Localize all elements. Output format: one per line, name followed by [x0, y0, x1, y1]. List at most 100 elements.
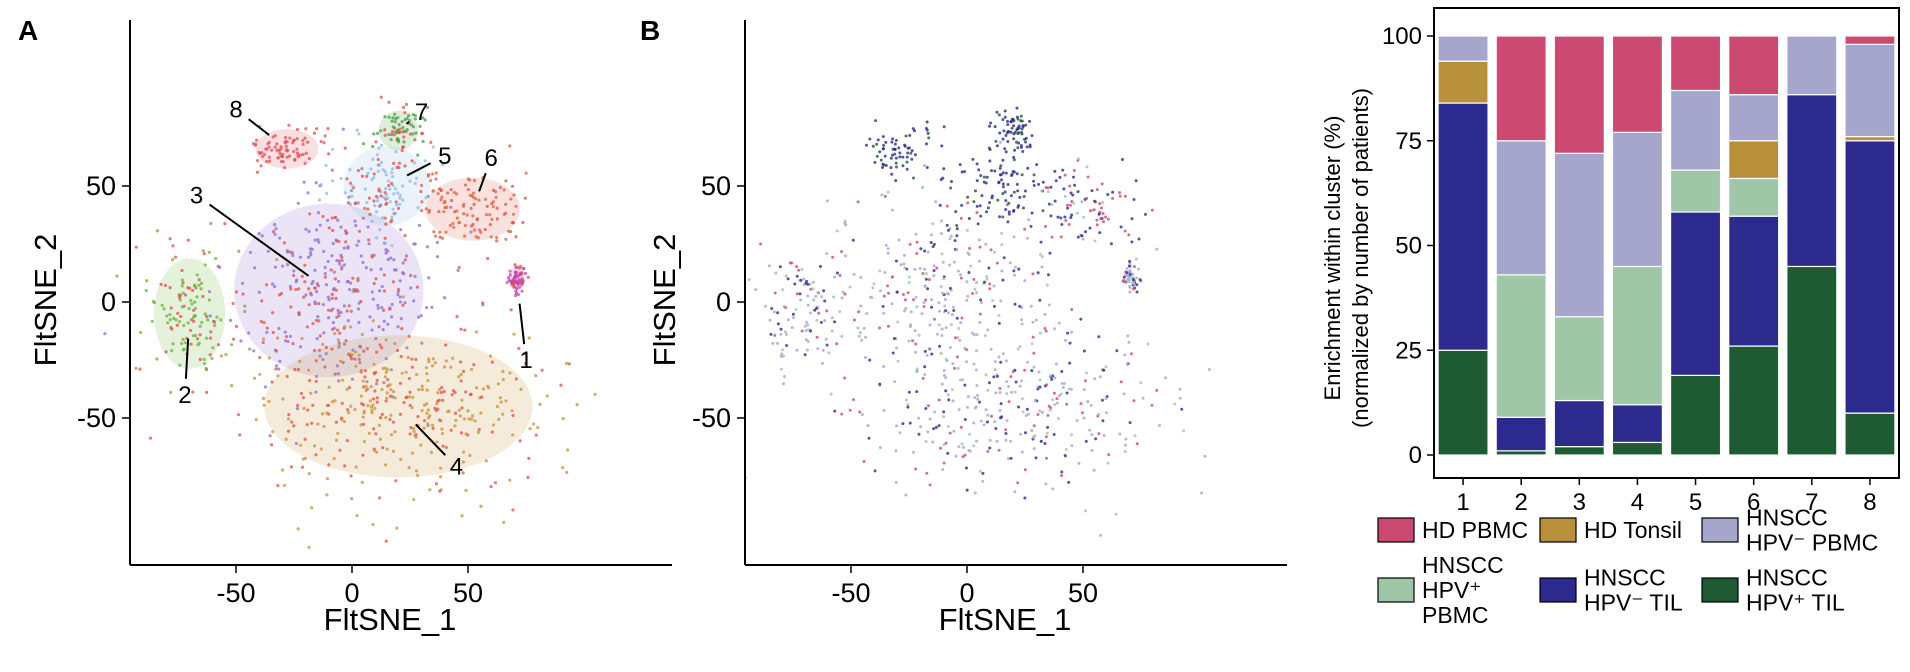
- cell-point: [986, 413, 990, 417]
- cell-point: [1122, 392, 1126, 396]
- cell-point: [286, 339, 290, 344]
- cell-point: [928, 483, 932, 487]
- cell-point: [1085, 165, 1089, 169]
- cell-point: [1033, 398, 1037, 402]
- cell-point: [1055, 401, 1059, 405]
- cell-point: [337, 343, 341, 347]
- cell-point: [891, 351, 895, 355]
- cell-point: [302, 180, 306, 184]
- cell-point: [429, 140, 433, 144]
- cell-point: [438, 235, 442, 239]
- cell-point: [366, 404, 370, 408]
- cell-point: [205, 314, 209, 319]
- cell-point: [898, 151, 902, 155]
- cell-point: [212, 320, 217, 324]
- cell-point: [341, 360, 345, 365]
- cluster-label-2: 2: [178, 382, 191, 409]
- cell-point: [1001, 192, 1005, 196]
- cell-point: [300, 465, 305, 469]
- cell-point: [334, 238, 338, 242]
- cell-point: [1021, 206, 1025, 210]
- cell-point: [1178, 387, 1182, 391]
- cell-point: [363, 187, 367, 191]
- cell-point: [394, 211, 398, 215]
- cell-point: [876, 138, 880, 142]
- cell-point: [288, 334, 293, 338]
- cell-point: [1092, 468, 1096, 472]
- cell-point: [444, 230, 448, 234]
- cell-point: [417, 223, 422, 227]
- cell-point: [1024, 123, 1028, 127]
- cell-point: [339, 225, 343, 229]
- cell-point: [1150, 403, 1154, 407]
- cell-point: [401, 295, 405, 299]
- cell-point: [200, 320, 204, 325]
- cell-point: [923, 284, 927, 288]
- cell-point: [1013, 490, 1017, 494]
- cell-point: [209, 330, 213, 334]
- cell-point: [404, 370, 408, 374]
- cell-point: [984, 242, 988, 246]
- cell-point: [433, 234, 438, 238]
- cell-point: [346, 411, 351, 415]
- cell-point: [472, 363, 476, 367]
- cell-point: [299, 391, 304, 396]
- cell-point: [455, 216, 459, 220]
- legend-label: HPV⁻ TIL: [1584, 590, 1683, 616]
- cell-point: [239, 339, 243, 343]
- cell-point: [375, 382, 379, 386]
- bar-segment: [1844, 135, 1896, 142]
- cell-point: [396, 290, 400, 294]
- cell-point: [1123, 229, 1127, 233]
- cell-point: [1069, 387, 1073, 391]
- cell-point: [390, 302, 394, 307]
- cell-point: [306, 408, 310, 412]
- cell-point: [321, 214, 325, 219]
- cell-point: [336, 218, 340, 222]
- cell-point: [833, 409, 837, 413]
- cell-point: [881, 304, 885, 308]
- cell-point: [803, 353, 807, 357]
- cell-point: [344, 339, 348, 343]
- cell-point: [1044, 329, 1048, 333]
- y-tick-label: -50: [77, 403, 116, 433]
- cell-point: [295, 147, 299, 151]
- cell-point: [975, 162, 979, 166]
- cell-point: [1034, 456, 1038, 460]
- cell-point: [906, 405, 910, 409]
- cell-point: [1092, 208, 1096, 212]
- cell-point: [326, 127, 330, 131]
- cell-point: [882, 311, 886, 315]
- cell-point: [368, 212, 372, 216]
- cell-point: [954, 454, 958, 458]
- cell-point: [491, 188, 496, 192]
- cell-point: [377, 325, 381, 329]
- cell-point: [970, 331, 974, 335]
- cell-point: [504, 237, 508, 241]
- cell-point: [937, 398, 941, 402]
- cell-point: [809, 287, 813, 291]
- cell-point: [1001, 182, 1005, 186]
- cell-point: [1094, 437, 1098, 441]
- cell-point: [348, 325, 353, 329]
- cell-point: [323, 134, 327, 138]
- cell-point: [1018, 345, 1022, 349]
- cell-point: [426, 378, 430, 383]
- cell-point: [1021, 125, 1025, 129]
- cell-point: [348, 181, 353, 185]
- cell-point: [979, 298, 983, 302]
- cell-point: [360, 166, 364, 171]
- cell-point: [186, 286, 190, 290]
- cell-point: [768, 318, 772, 322]
- cell-point: [295, 127, 300, 132]
- cell-point: [1009, 439, 1013, 443]
- cell-point: [513, 278, 517, 282]
- cell-point: [833, 275, 837, 279]
- cell-point: [441, 444, 445, 448]
- cell-point: [1073, 183, 1077, 187]
- cell-point: [490, 430, 494, 434]
- cell-point: [427, 276, 431, 280]
- cell-point: [1099, 533, 1103, 537]
- cell-point: [1043, 442, 1047, 446]
- cell-point: [450, 198, 454, 203]
